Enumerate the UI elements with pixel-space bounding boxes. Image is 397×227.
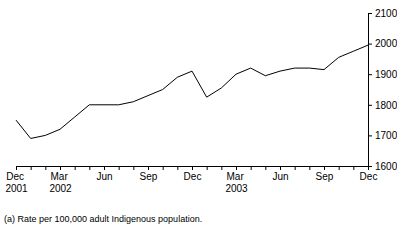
x-tick-mark — [221, 166, 222, 170]
line — [16, 45, 368, 138]
chart: 1600 1700 1800 1900 2000 2100 Dec 2001 Mar 2002… — [0, 0, 397, 227]
x-tick-mark — [309, 166, 310, 170]
x-tick — [133, 166, 134, 170]
x-tick — [309, 166, 310, 170]
x-tick-label: Jun — [272, 171, 288, 182]
x-tick — [207, 166, 208, 170]
x-tick — [163, 166, 164, 170]
x-tick-mark — [236, 166, 237, 170]
x-tick-mark — [133, 166, 134, 170]
x-tick-mark — [119, 166, 120, 170]
x-tick: Dec — [184, 166, 202, 182]
x-tick-label: Mar 2003 — [225, 171, 248, 194]
x-tick: Mar 2002 — [49, 166, 72, 194]
y-tick-mark — [368, 105, 372, 106]
x-tick — [45, 166, 46, 170]
y-tick: 1900 — [368, 69, 397, 80]
x-tick-mark — [45, 166, 46, 170]
x-tick — [221, 166, 222, 170]
x-tick — [31, 166, 32, 170]
y-tick: 1600 — [368, 161, 397, 172]
x-tick: Dec — [360, 166, 378, 182]
x-tick — [177, 166, 178, 170]
x-tick-mark — [148, 166, 149, 170]
x-tick-mark — [251, 166, 252, 170]
x-tick-label: Sep — [140, 171, 158, 182]
x-tick-mark — [104, 166, 105, 170]
x-tick — [119, 166, 120, 170]
x-tick-mark — [89, 166, 90, 170]
y-tick-label: 1800 — [375, 100, 397, 111]
y-tick-mark — [368, 44, 372, 45]
x-tick — [251, 166, 252, 170]
x-tick-label: Dec — [184, 171, 202, 182]
y-tick-mark — [368, 135, 372, 136]
x-tick-mark — [368, 166, 369, 170]
x-tick: Sep — [140, 166, 158, 182]
x-tick — [353, 166, 354, 170]
x-tick-mark — [207, 166, 208, 170]
x-tick — [339, 166, 340, 170]
y-tick-label: 1700 — [375, 130, 397, 141]
footnote: (a) Rate per 100,000 adult Indigenous po… — [4, 214, 202, 224]
x-tick-label: Jun — [96, 171, 112, 182]
x-tick-mark — [163, 166, 164, 170]
x-tick-mark — [265, 166, 266, 170]
y-tick: 1700 — [368, 130, 397, 141]
x-tick: Mar 2003 — [225, 166, 248, 194]
x-tick: Jun — [272, 166, 288, 182]
x-axis-line — [17, 167, 369, 171]
plot-area — [16, 45, 368, 138]
y-tick: 2100 — [368, 8, 397, 19]
x-tick-mark — [75, 166, 76, 170]
x-tick: Sep — [316, 166, 334, 182]
x-tick: Jun — [96, 166, 112, 182]
y-tick: 2000 — [368, 38, 397, 49]
x-tick-mark — [177, 166, 178, 170]
x-tick-mark — [192, 166, 193, 170]
x-tick-mark — [280, 166, 281, 170]
x-tick-mark — [353, 166, 354, 170]
x-tick-mark — [324, 166, 325, 170]
x-tick — [75, 166, 76, 170]
y-tick-label: 2000 — [375, 38, 397, 49]
x-tick — [295, 166, 296, 170]
x-tick — [265, 166, 266, 170]
x-tick-label: Sep — [316, 171, 334, 182]
x-tick-mark — [31, 166, 32, 170]
y-tick-label: 1900 — [375, 69, 397, 80]
x-tick — [89, 166, 90, 170]
y-tick-label: 1600 — [375, 161, 397, 172]
x-tick-mark — [60, 166, 61, 170]
y-tick-mark — [368, 74, 372, 75]
x-tick-mark — [295, 166, 296, 170]
x-tick-label: Dec 2001 — [5, 171, 28, 194]
y-tick: 1800 — [368, 100, 397, 111]
x-tick: Dec 2001 — [5, 166, 28, 194]
x-tick-mark — [16, 166, 17, 170]
x-tick-mark — [339, 166, 340, 170]
y-tick-label: 2100 — [375, 8, 397, 19]
x-tick-label: Dec — [360, 171, 378, 182]
y-axis-line — [369, 14, 373, 167]
x-axis: Dec 2001 Mar 2002 Jun Sep Dec Mar 2003 Jun Sep D… — [5, 166, 377, 194]
x-tick-label: Mar 2002 — [49, 171, 72, 194]
y-tick-mark — [368, 13, 372, 14]
y-axis: 1600 1700 1800 1900 2000 2100 — [368, 8, 397, 172]
